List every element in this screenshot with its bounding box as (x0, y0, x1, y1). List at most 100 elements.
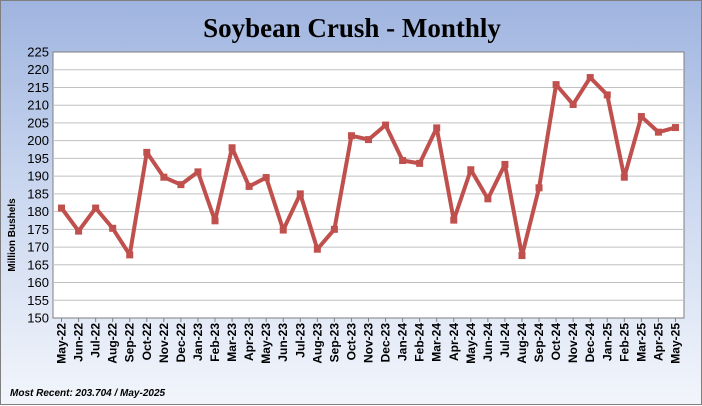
y-tick-label: 225 (27, 45, 49, 60)
x-tick-label: May-25 (668, 323, 682, 364)
x-tick-label: Jul-23 (293, 323, 307, 358)
data-point (194, 168, 202, 176)
data-point (467, 166, 475, 174)
x-tick-label: Aug-22 (106, 323, 120, 364)
data-point (160, 173, 168, 181)
x-tick-label: Sep-24 (532, 323, 546, 363)
x-tick-label: Aug-24 (515, 323, 529, 364)
y-tick-label: 220 (27, 62, 49, 77)
x-tick-label: Nov-22 (157, 323, 171, 363)
data-point (637, 113, 645, 121)
y-tick-label: 195 (27, 151, 49, 166)
y-tick-label: 205 (27, 115, 49, 130)
data-point (382, 121, 390, 129)
x-tick-label: Jan-24 (396, 323, 410, 361)
data-point (126, 251, 134, 259)
x-tick-label: Sep-23 (327, 323, 341, 363)
data-point (211, 217, 219, 225)
data-point (92, 204, 100, 212)
data-point (143, 148, 151, 156)
x-tick-label: May-24 (464, 323, 478, 364)
y-tick-label: 185 (27, 186, 49, 201)
data-point (228, 144, 236, 152)
x-tick-label: Jul-24 (498, 323, 512, 358)
x-tick-label: Dec-24 (583, 323, 597, 363)
x-tick-label: Dec-22 (174, 323, 188, 363)
data-point (416, 159, 424, 167)
data-point (262, 174, 270, 182)
data-point (654, 128, 662, 136)
data-point (518, 252, 526, 260)
gridlines (53, 69, 684, 301)
x-tick-label: Feb-25 (617, 323, 631, 362)
y-tick-label: 180 (27, 204, 49, 219)
plot-area (52, 51, 685, 319)
data-point (58, 204, 66, 212)
x-tick-label: Mar-23 (225, 323, 239, 362)
data-point (433, 124, 441, 132)
x-tick-label: Feb-24 (413, 323, 427, 362)
x-tick-label: Jan-23 (191, 323, 205, 361)
x-tick-label: Apr-23 (242, 323, 256, 361)
y-tick-label: 160 (27, 275, 49, 290)
x-tick-label: Oct-24 (549, 323, 563, 361)
y-tick-label: 215 (27, 80, 49, 95)
data-series (58, 74, 679, 260)
y-tick-label: 175 (27, 222, 49, 237)
x-tick-label: Jul-22 (89, 323, 103, 358)
x-tick-label: Aug-23 (310, 323, 324, 364)
data-point (569, 100, 577, 108)
x-tick-label: Oct-22 (140, 323, 154, 361)
data-point (552, 81, 560, 89)
x-tick-label: Mar-25 (634, 323, 648, 362)
x-tick-label: Nov-24 (566, 323, 580, 363)
data-point (75, 227, 83, 235)
data-point (347, 132, 355, 140)
chart-title: Soybean Crush - Monthly (203, 13, 501, 43)
data-point (603, 91, 611, 99)
x-tick-label: Jun-24 (481, 323, 495, 362)
data-point (450, 216, 458, 224)
x-tick-label: Jan-25 (600, 323, 614, 361)
y-axis-label: Million Bushels (7, 198, 18, 272)
data-point (671, 124, 679, 132)
data-point (245, 182, 253, 190)
data-point (313, 245, 321, 253)
x-tick-label: Mar-24 (430, 323, 444, 362)
x-tick-label: Dec-23 (379, 323, 393, 363)
data-point (620, 173, 628, 181)
y-tick-label: 210 (27, 98, 49, 113)
data-point (365, 136, 372, 144)
y-axis-ticks: 150 155 160 165 170 175 180 185 190 195 200 205 210 2… (27, 45, 49, 326)
data-point (330, 225, 338, 233)
x-tick-label: May-23 (259, 323, 273, 364)
data-point (586, 74, 594, 82)
data-point (399, 157, 407, 165)
y-tick-label: 170 (27, 240, 49, 255)
x-tick-label: Nov-23 (362, 323, 376, 363)
x-tick-label: May-22 (55, 323, 69, 364)
y-tick-label: 200 (27, 133, 49, 148)
x-tick-label: Feb-23 (208, 323, 222, 362)
data-point (535, 184, 543, 192)
data-point (177, 181, 185, 189)
data-point (296, 190, 304, 198)
data-point (484, 195, 492, 203)
y-tick-label: 165 (27, 257, 49, 272)
footnote-most-recent: Most Recent: 203.704 / May-2025 (10, 388, 166, 399)
data-point (501, 160, 509, 168)
x-tick-label: Jun-23 (276, 323, 290, 362)
x-tick-label: Apr-24 (447, 323, 461, 361)
y-tick-label: 150 (27, 311, 49, 326)
x-axis-ticks: May-22 Jun-22 Jul-22 Aug-22 Sep-22 Oct-22 Nov-… (55, 318, 682, 364)
y-tick-label: 155 (27, 293, 49, 308)
y-tick-label: 190 (27, 169, 49, 184)
x-tick-label: Sep-22 (123, 323, 137, 363)
x-tick-label: Apr-25 (651, 323, 665, 361)
x-tick-label: Jun-22 (72, 323, 86, 362)
x-tick-label: Oct-23 (344, 323, 358, 361)
data-point (279, 226, 287, 234)
data-point (109, 224, 117, 232)
